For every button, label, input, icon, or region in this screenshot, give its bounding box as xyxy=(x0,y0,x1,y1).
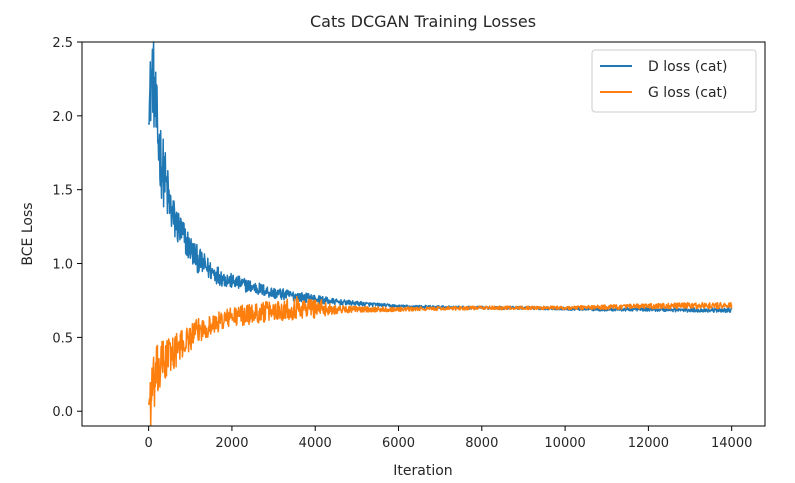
legend: D loss (cat) G loss (cat) xyxy=(591,49,757,113)
x-tick-label: 4000 xyxy=(299,436,332,451)
y-tick-label: 2.5 xyxy=(52,36,73,51)
x-tick-label: 14000 xyxy=(711,436,752,451)
y-tick-label: 1.5 xyxy=(52,184,73,199)
y-tick-label: 2.0 xyxy=(52,110,73,125)
legend-label-g-loss: G loss (cat) xyxy=(648,85,727,101)
x-tick-label: 10000 xyxy=(544,436,585,451)
series-layer xyxy=(147,42,733,426)
x-axis: 0 2000 4000 6000 8000 10000 12000 14000 xyxy=(144,426,752,451)
y-tick-label: 0.5 xyxy=(52,331,73,346)
chart-title: Cats DCGAN Training Losses xyxy=(310,12,536,31)
y-tick-label: 1.0 xyxy=(52,258,73,273)
y-axis-label: BCE Loss xyxy=(20,202,36,265)
x-tick-label: 0 xyxy=(144,436,152,451)
x-tick-label: 2000 xyxy=(215,436,248,451)
x-tick-label: 12000 xyxy=(628,436,669,451)
legend-box xyxy=(591,49,757,113)
x-axis-label: Iteration xyxy=(393,463,452,479)
series-line-g-loss xyxy=(147,296,733,426)
x-tick-label: 6000 xyxy=(382,436,415,451)
legend-label-d-loss: D loss (cat) xyxy=(648,59,727,75)
x-tick-label: 8000 xyxy=(465,436,498,451)
y-tick-label: 0.0 xyxy=(52,405,73,420)
y-axis: 0.0 0.5 1.0 1.5 2.0 2.5 xyxy=(52,36,82,420)
plot-frame xyxy=(81,41,766,427)
plot-area xyxy=(81,41,766,427)
